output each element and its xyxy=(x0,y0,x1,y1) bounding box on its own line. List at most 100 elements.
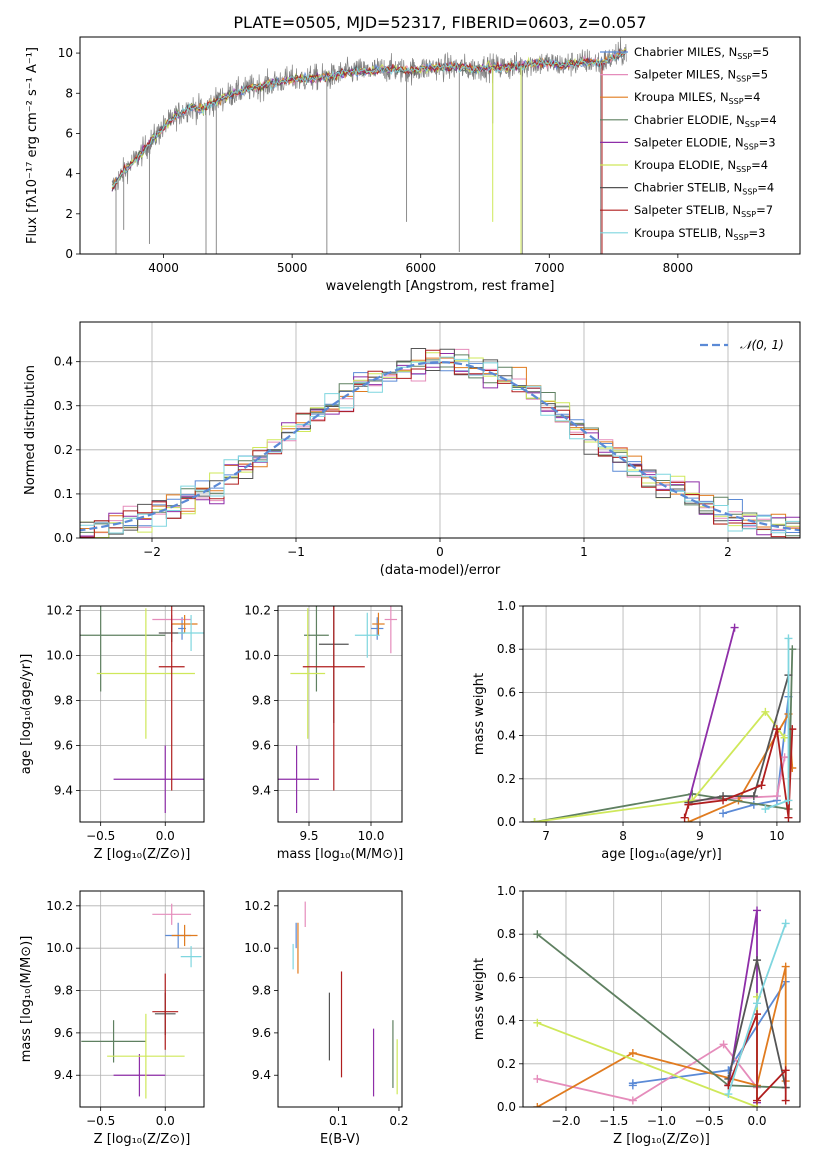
y-tick-label: 0.4 xyxy=(54,355,73,369)
figure-title: PLATE=0505, MJD=52317, FIBERID=0603, z=0… xyxy=(233,13,646,32)
x-tick-label: −2.0 xyxy=(551,1114,580,1128)
axes-frame xyxy=(522,890,801,1108)
x-tick-label: 8000 xyxy=(663,261,694,275)
y-tick-label: 9.6 xyxy=(252,739,271,753)
mass-vs-metallicity-panel: −0.5 0.0 9.4 9.6 9.8 10.0 10.2 Z [log₁₀(Z/Z⊙)] m… xyxy=(19,890,205,1147)
axes-frame xyxy=(277,605,403,823)
legend-count: =7 xyxy=(756,203,773,217)
legend-subscript: SSP xyxy=(736,165,751,174)
series-line-salpeter-miles xyxy=(537,1043,758,1102)
axes-frame xyxy=(277,890,403,1108)
series-marker-salpeter-stelib xyxy=(719,796,728,805)
series-marker-chabrier-stelib xyxy=(753,956,762,965)
x-tick-label: 8 xyxy=(619,829,627,843)
x-tick-label: 2 xyxy=(724,545,732,559)
x-tick-label: 7 xyxy=(542,829,550,843)
series-marker-kroupa-stelib xyxy=(784,634,793,643)
spectrum-panel: 4000 5000 6000 7000 8000 0 2 4 6 8 10 wavelength [A… xyxy=(25,36,801,294)
series-line-chabrier-miles xyxy=(722,696,790,815)
y-tick-label: 10.0 xyxy=(244,941,271,955)
residual-histogram-panel: −2 −1 0 1 2 0.0 0.1 0.2 0.3 0.4 (data-model)/error… xyxy=(23,321,801,578)
series-marker-kroupa-elodie xyxy=(530,818,539,822)
series-marker-chabrier-elodie xyxy=(788,645,797,654)
legend-text: Chabrier STELIB, N xyxy=(634,181,742,195)
series-marker-salpeter-stelib xyxy=(781,1096,790,1105)
series-marker-salpeter-stelib xyxy=(772,725,781,734)
x-tick-label: −0.5 xyxy=(86,1114,115,1128)
y-tick-label: 10.0 xyxy=(46,649,73,663)
legend-label-kroupa-stelib: Kroupa STELIB, NSSP=3 xyxy=(634,226,765,242)
model-spectrum-kroupa-stelib xyxy=(111,52,627,188)
y-tick-label: 10.0 xyxy=(46,941,73,955)
x-tick-label: 0.1 xyxy=(329,1114,348,1128)
series-line-chabrier-stelib xyxy=(688,674,790,804)
y-tick-label: 9.8 xyxy=(54,694,73,708)
legend-subscript: SSP xyxy=(736,75,751,84)
y-axis-label: mass [log₁₀(M/M⊙)] xyxy=(19,936,34,1063)
series-marker-chabrier-stelib xyxy=(749,792,758,801)
x-tick-label: −1.5 xyxy=(599,1114,628,1128)
series-marker-salpeter-elodie xyxy=(730,623,739,632)
legend-label-kroupa-elodie: Kroupa ELODIE, NSSP=4 xyxy=(634,158,768,174)
y-axis-label: Normed distribution xyxy=(23,365,38,495)
legend-text: Kroupa MILES, N xyxy=(634,90,729,104)
x-axis-label: Z [log₁₀(Z/Z⊙)] xyxy=(94,847,191,862)
series-marker-salpeter-stelib xyxy=(753,1096,762,1105)
series-marker-kroupa-stelib xyxy=(784,796,793,805)
y-tick-label: 10.2 xyxy=(46,899,73,913)
histogram-kroupa-stelib xyxy=(80,356,800,534)
series-marker-kroupa-miles xyxy=(781,962,790,971)
series-marker-chabrier-miles xyxy=(628,1079,637,1088)
x-tick-label: 10 xyxy=(769,829,784,843)
x-axis-label: age [log₁₀(age/yr)] xyxy=(601,847,722,862)
legend-text: Chabrier MILES, N xyxy=(634,45,737,59)
legend-count: =3 xyxy=(749,226,766,240)
grid-lines xyxy=(80,891,204,1107)
series-marker-salpeter-stelib xyxy=(788,725,797,734)
x-tick-label: −1 xyxy=(287,545,305,559)
y-tick-label: 9.6 xyxy=(54,1026,73,1040)
legend-text: Kroupa STELIB, N xyxy=(634,226,734,240)
y-tick-label: 4 xyxy=(65,167,73,181)
age-vs-metallicity-panel: −0.5 0.0 9.4 9.6 9.8 10.0 10.2 Z [log₁₀(Z/Z⊙)] a… xyxy=(19,604,205,862)
y-tick-label: 0.6 xyxy=(497,970,516,984)
series-marker-kroupa-miles xyxy=(533,1103,542,1107)
grid-lines xyxy=(278,606,402,822)
y-tick-label: 0.8 xyxy=(497,642,516,656)
y-tick-label: 0.6 xyxy=(497,685,516,699)
legend-label-kroupa-miles: Kroupa MILES, NSSP=4 xyxy=(634,90,760,106)
y-tick-label: 0.0 xyxy=(497,815,516,829)
y-tick-label: 9.4 xyxy=(54,784,73,798)
grid-lines xyxy=(80,606,204,822)
x-tick-label: 7000 xyxy=(534,261,565,275)
series-line-kroupa-elodie xyxy=(534,710,786,822)
legend-count: =4 xyxy=(744,90,761,104)
axes-frame xyxy=(79,890,205,1108)
y-tick-label: 10.2 xyxy=(46,604,73,618)
x-tick-label: 0.0 xyxy=(156,1114,175,1128)
series-marker-kroupa-miles xyxy=(628,1049,637,1057)
legend-text: Kroupa ELODIE, N xyxy=(634,158,736,172)
mass-weight-vs-metallicity-panel: −2.0 −1.5 −1.0 −0.5 0.0 0.0 0.2 0.4 0.6 0.8 1.0 Z [… xyxy=(472,884,801,1147)
axes-frame xyxy=(79,321,801,539)
series-marker-salpeter-elodie xyxy=(753,906,762,915)
y-tick-label: 1.0 xyxy=(497,884,516,898)
reference-legend-label: 𝒩(0, 1) xyxy=(740,338,784,352)
y-tick-label: 0 xyxy=(65,247,73,261)
legend-text: Salpeter MILES, N xyxy=(634,68,736,82)
errorbar-plot-area xyxy=(81,903,202,1099)
series-marker-salpeter-stelib xyxy=(784,813,793,822)
x-tick-label: −2 xyxy=(143,545,161,559)
x-tick-label: −1.0 xyxy=(647,1114,676,1128)
legend-subscript: SSP xyxy=(741,210,756,219)
y-tick-label: 0.0 xyxy=(54,531,73,545)
y-tick-label: 0.1 xyxy=(54,487,73,501)
y-tick-label: 0.3 xyxy=(54,399,73,413)
x-tick-label: 9 xyxy=(696,829,704,843)
mass-vs-reddening-panel: 0.1 0.2 9.4 9.6 9.8 10.0 10.2 E(B-V) xyxy=(244,890,409,1147)
legend-label-salpeter-miles: Salpeter MILES, NSSP=5 xyxy=(634,68,768,84)
line-plot-area xyxy=(530,623,797,822)
y-tick-label: 10 xyxy=(58,46,73,60)
legend-label-salpeter-elodie: Salpeter ELODIE, NSSP=3 xyxy=(634,135,776,151)
